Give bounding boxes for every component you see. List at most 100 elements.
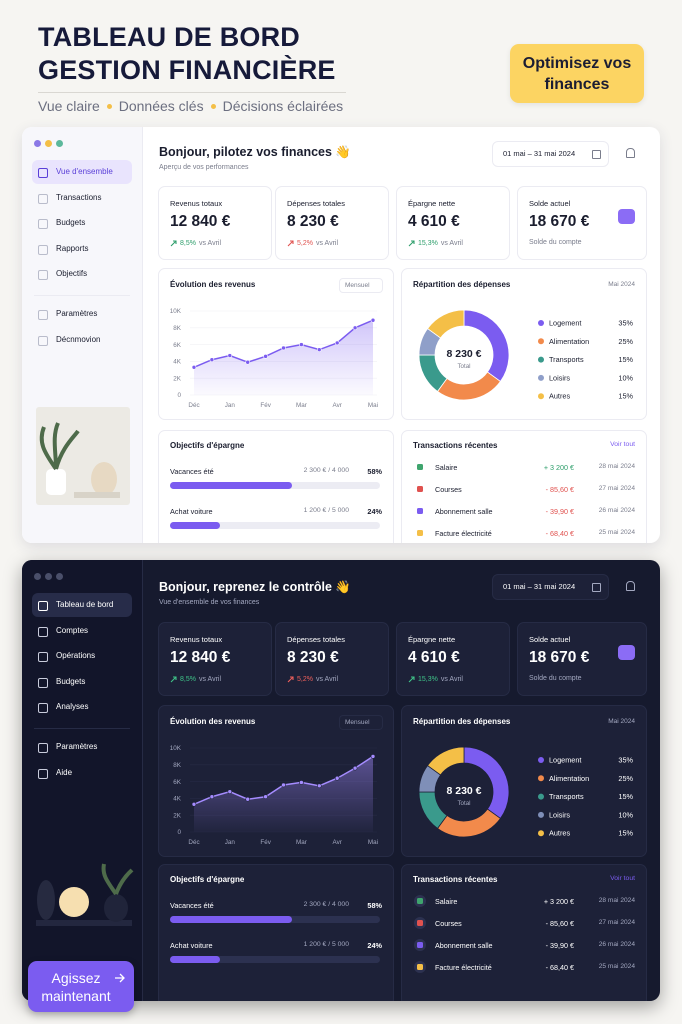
nav-label: Budgets	[56, 676, 86, 686]
nav-label: Budgets	[56, 218, 86, 228]
nav-item[interactable]: Décnmovion	[32, 328, 132, 352]
cta-button[interactable]: Agissez maintenant	[28, 961, 134, 1012]
period-dropdown[interactable]: Mensuel	[339, 715, 383, 730]
data-point	[334, 340, 340, 346]
data-point	[209, 794, 215, 800]
kpi-card: Revenus totaux 12 840 € 8,5% vs Avril	[158, 186, 272, 260]
donut-hole	[435, 763, 493, 821]
date-text: 01 mai – 31 mai 2024	[503, 582, 576, 591]
data-point	[352, 765, 358, 771]
notification-bell[interactable]	[620, 576, 640, 596]
progress-track	[170, 956, 380, 963]
period-dropdown[interactable]: Mensuel	[339, 278, 383, 293]
kpi-note: Solde du compte	[529, 239, 582, 246]
nav-item[interactable]: Tableau de bord	[32, 593, 132, 617]
nav-item[interactable]: Objectifs	[32, 262, 132, 286]
nav-item[interactable]: Paramètres	[32, 735, 132, 759]
lamp	[59, 887, 89, 917]
data-point	[227, 789, 233, 794]
data-point	[281, 345, 286, 351]
y-tick-label: 4K	[173, 359, 182, 366]
books	[74, 492, 120, 498]
legend-dot	[538, 757, 544, 763]
kpi-change-note: vs Avril	[198, 239, 222, 247]
chart-title: Évolution des revenus	[170, 717, 256, 726]
chart-card: Répartition des dépenses Mai 2024 8 230 € T…	[401, 705, 647, 857]
goal-name: Achat voiture	[170, 507, 213, 516]
legend-label: Alimentation	[549, 774, 589, 783]
nav-icon	[38, 601, 48, 611]
greeting: Bonjour, reprenez le contrôle 👋	[159, 580, 351, 594]
nav-item[interactable]: Analyses	[32, 695, 132, 719]
divider	[34, 295, 130, 296]
trend-arrow-path	[287, 676, 294, 683]
goal-name: Vacances été	[170, 467, 214, 476]
vase	[46, 469, 66, 495]
progress-bar	[170, 522, 221, 529]
x-tick-label: Fév	[260, 839, 271, 846]
wallet-icon	[618, 209, 635, 224]
progress-track	[170, 522, 380, 529]
nav-item[interactable]: Budgets	[32, 211, 132, 235]
goal-name: Vacances été	[170, 901, 214, 910]
nav-item[interactable]: Rapports	[32, 237, 132, 261]
view-all-link[interactable]: Voir tout	[610, 875, 635, 882]
area	[194, 756, 373, 832]
transaction-date: 26 mai 2024	[598, 507, 635, 514]
separator-dot	[210, 103, 216, 109]
cta-arrow	[115, 973, 125, 983]
legend-label: Alimentation	[549, 337, 589, 346]
transactions-card: Transactions récentes Voir tout Salaire + 3…	[401, 430, 647, 543]
page-title: TABLEAU DE BORD	[38, 22, 300, 52]
donut-chart: 8 230 € Total Logement 35% Alimentation 25% Tr…	[418, 746, 634, 838]
kpi-change-value: 8,5%	[180, 675, 196, 683]
nav-item[interactable]: Transactions	[32, 186, 132, 210]
line-chart: 0 2K 4K 6K 8K 10K Déc Jan Fév Mar Avr Mai	[170, 308, 378, 409]
transaction-date: 26 mai 2024	[598, 941, 635, 948]
legend-dot	[538, 374, 544, 381]
kpi-label: Dépenses totales	[287, 199, 345, 208]
y-tick-label: 10K	[170, 745, 182, 752]
data-point	[334, 775, 340, 781]
plant	[39, 422, 80, 471]
kpi-label: Épargne nette	[408, 635, 456, 644]
nav-item[interactable]: Aide	[32, 761, 132, 785]
nav-item[interactable]: Paramètres	[32, 302, 132, 326]
notification-bell[interactable]	[620, 143, 640, 163]
sidebar: Tableau de bord Comptes Opérations Budgets A…	[22, 560, 143, 1001]
nav-item[interactable]: Budgets	[32, 670, 132, 694]
legend-label: Loisirs	[549, 810, 570, 819]
transaction-icon-glyph	[417, 942, 423, 948]
date-picker[interactable]: 01 mai – 31 mai 2024	[492, 141, 609, 167]
date-text: 01 mai – 31 mai 2024	[503, 149, 576, 158]
transaction-icon-glyph	[417, 898, 423, 904]
transaction-amount: - 39,90 €	[545, 941, 574, 950]
tagline: Vue claire Données clés Décisions éclairée…	[38, 98, 343, 114]
trend-arrow-path	[170, 240, 177, 247]
transaction-icon-glyph	[417, 530, 423, 536]
x-tick-label: Jan	[225, 402, 236, 409]
transaction-icon	[414, 461, 426, 473]
nav-icon	[38, 626, 48, 637]
date-picker[interactable]: 01 mai – 31 mai 2024	[492, 574, 609, 600]
legend-dot	[538, 338, 544, 345]
trend-arrow-path	[408, 676, 415, 683]
transaction-amount: + 3 200 €	[543, 463, 574, 472]
legend-value: 10%	[618, 810, 633, 819]
nav-item[interactable]: Vue d'ensemble	[32, 160, 132, 184]
nav-label: Opérations	[56, 651, 96, 661]
chart-title: Répartition des dépenses	[413, 280, 511, 289]
nav-item[interactable]: Opérations	[32, 644, 132, 668]
kpi-card: Revenus totaux 12 840 € 8,5% vs Avril	[158, 622, 272, 696]
transaction-date: 25 mai 2024	[598, 529, 635, 536]
legend-label: Transports	[549, 355, 584, 364]
sidebar-decoration	[36, 863, 134, 926]
nav-item[interactable]: Comptes	[32, 619, 132, 643]
plant	[101, 863, 134, 896]
legend-dot	[538, 793, 544, 800]
donut-total: 8 230 €	[446, 348, 481, 360]
view-all-link[interactable]: Voir tout	[610, 441, 635, 448]
kpi-change: 5,2% vs Avril	[287, 675, 338, 683]
